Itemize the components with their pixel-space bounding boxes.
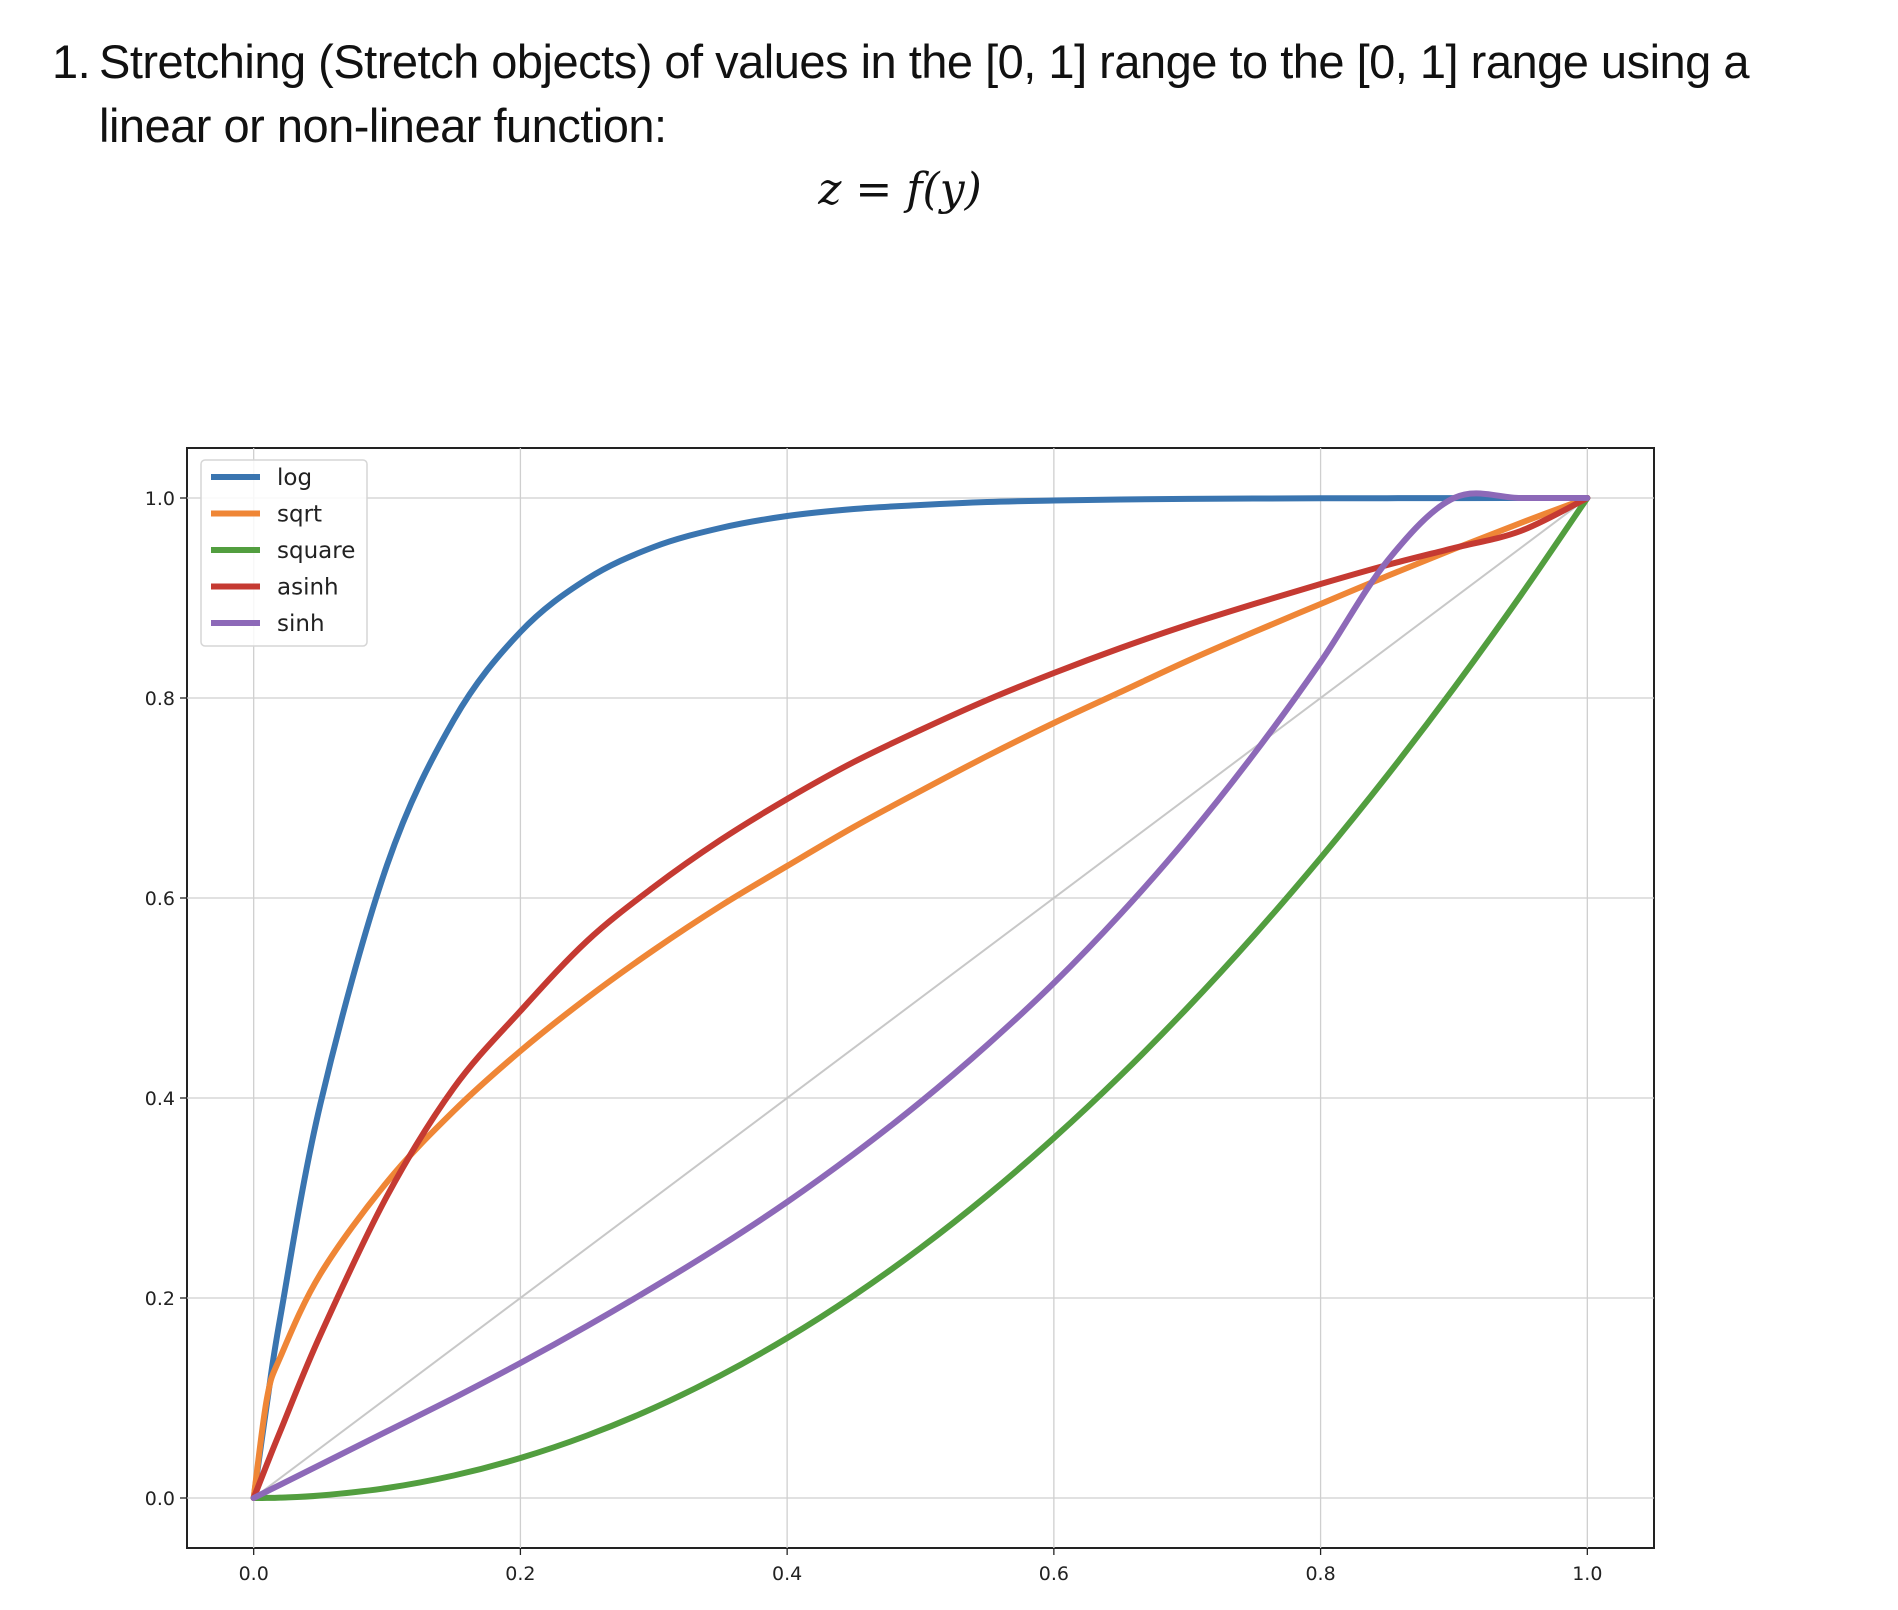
legend-label-asinh: asinh — [277, 575, 339, 601]
y-tick-label: 0.0 — [145, 1488, 175, 1510]
x-tick-label: 0.4 — [772, 1563, 802, 1585]
x-tick-label: 1.0 — [1572, 1563, 1602, 1585]
x-tick-label: 0.6 — [1039, 1563, 1069, 1585]
heading-text: Stretching (Stretch objects) of values i… — [99, 35, 1750, 152]
y-tick-label: 0.2 — [145, 1288, 175, 1310]
legend-label-log: log — [277, 465, 312, 491]
legend-box — [200, 459, 368, 647]
y-tick-label: 1.0 — [145, 488, 175, 510]
series-line-sqrt — [250, 495, 1591, 1501]
axis-ticks: 0.0 0.2 0.4 0.6 0.8 1.0 0.0 0.2 0.4 0.6 0.8 1.0 — [145, 488, 1603, 1585]
series-line-square — [250, 495, 1591, 1501]
formula: z = f(y) — [818, 164, 982, 215]
y-tick-label: 0.6 — [145, 888, 175, 910]
identity-reference-line — [253, 497, 1588, 1499]
x-tick-label: 0.0 — [239, 1563, 269, 1585]
y-tick-label: 0.4 — [145, 1088, 175, 1110]
x-tick-label: 0.2 — [505, 1563, 535, 1585]
legend: log sqrt square asinh sinh — [200, 459, 368, 647]
legend-label-square: square — [277, 538, 355, 564]
legend-label-sinh: sinh — [277, 611, 325, 637]
x-tick-label: 0.8 — [1305, 1563, 1335, 1585]
series-line-log — [250, 494, 1591, 1501]
legend-label-sqrt: sqrt — [277, 502, 322, 528]
series-line-sinh — [250, 490, 1591, 1501]
series-lines — [250, 490, 1591, 1501]
page-heading: 1. Stretching (Stretch objects) of value… — [52, 30, 1872, 158]
reference-line — [253, 497, 1588, 1499]
heading-number: 1. — [52, 35, 91, 88]
series-line-asinh — [250, 495, 1591, 1501]
y-tick-label: 0.8 — [145, 688, 175, 710]
